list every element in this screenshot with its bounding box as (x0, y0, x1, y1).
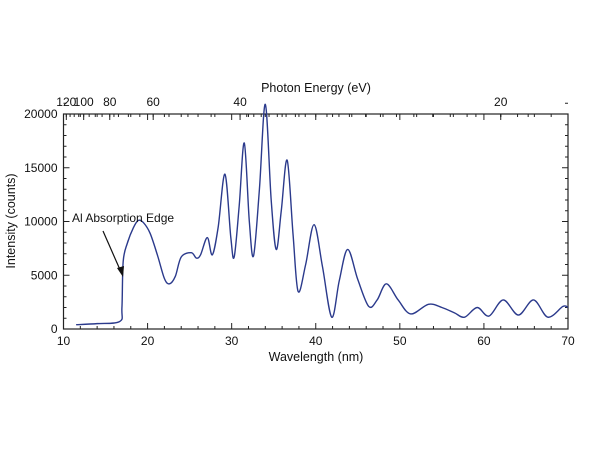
top-tick-label: 100 (74, 95, 94, 109)
series-line-intensity (76, 103, 569, 326)
annotation-label: Al Absorption Edge (72, 211, 174, 225)
annotation-arrow (102, 230, 122, 273)
x-tick-label: 40 (309, 334, 323, 348)
top-tick-label: 120 (56, 95, 76, 109)
top-axis-label: Photon Energy (eV) (261, 81, 371, 95)
x-tick-label: 50 (393, 334, 407, 348)
y-tick-label: 15000 (24, 161, 58, 175)
y-tick-label: 20000 (24, 107, 58, 121)
top-tick-label: 60 (147, 95, 161, 109)
y-tick-label: 5000 (31, 268, 58, 282)
y-axis-label: Intensity (counts) (4, 173, 18, 268)
x-tick-label: 60 (477, 334, 491, 348)
y-tick-label: 0 (51, 322, 58, 336)
top-tick-label: 20 (494, 95, 508, 109)
top-tick-label: 40 (233, 95, 247, 109)
x-tick-label: 70 (561, 334, 575, 348)
x-axis-label: Wavelength (nm) (269, 350, 364, 364)
x-tick-label: 20 (141, 334, 155, 348)
y-tick-label: 10000 (24, 215, 58, 229)
annotation-arrowhead (117, 266, 124, 277)
x-tick-label: 10 (57, 334, 71, 348)
x-tick-label: 30 (225, 334, 239, 348)
top-tick-label: 80 (103, 95, 117, 109)
